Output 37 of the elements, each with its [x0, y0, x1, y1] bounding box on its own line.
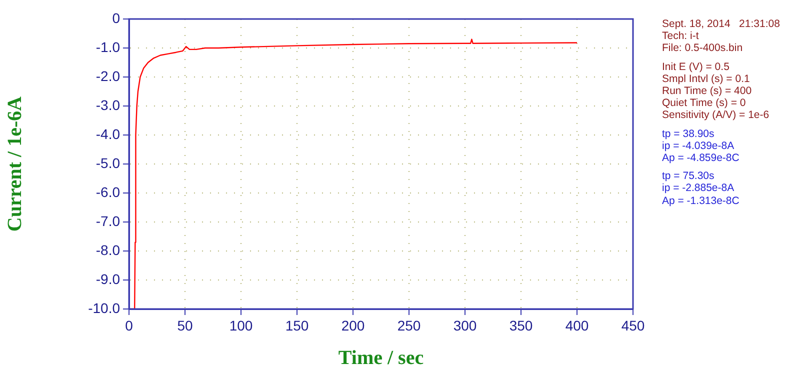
x-tick-label: 400 — [565, 317, 589, 334]
y-tick-label: -1.0 — [96, 38, 120, 55]
x-tick-label: 200 — [341, 317, 365, 334]
x-tick-label: 300 — [453, 317, 477, 334]
y-tick-label: -3.0 — [96, 96, 120, 113]
text: Tech: i-t — [662, 30, 700, 42]
x-tick-label: 350 — [509, 317, 533, 334]
text: Quiet Time (s) = 0 — [662, 97, 747, 110]
x-tick-label: 450 — [621, 317, 645, 334]
text: Run Time (s) = 400 — [662, 85, 753, 98]
text: ip = -2.885e-8A — [662, 182, 736, 195]
text: ip = -4.039e-8A — [662, 140, 736, 152]
text: tp = 75.30s — [662, 170, 716, 182]
text: tp = 38.90s — [662, 128, 716, 140]
y-axis-title: Current / 1e-6A — [4, 96, 26, 232]
x-tick-label: 100 — [229, 317, 253, 334]
y-tick-label: -8.0 — [96, 242, 120, 258]
text: Init E (V) = 0.5 — [662, 60, 730, 73]
y-tick-label: -2.0 — [96, 68, 120, 84]
y-tick-label: -6.0 — [96, 184, 120, 200]
text: Smpl Intvl (s) = 0.1 — [662, 72, 751, 86]
text: Ap = -4.859e-8C — [662, 152, 740, 164]
text: Sensitivity (A/V) = 1e-6 — [662, 109, 770, 122]
text: File: 0.5-400s.bin — [662, 42, 744, 55]
x-axis-title: Time / sec — [338, 347, 424, 370]
x-tick-label: 150 — [285, 317, 309, 334]
y-tick-label: -4.0 — [96, 126, 120, 142]
x-tick-label: 250 — [397, 317, 421, 334]
x-tick-label: 50 — [177, 317, 193, 334]
x-tick-label: 0 — [125, 317, 134, 334]
y-tick-label: -7.0 — [96, 212, 120, 229]
text: Sept. 18, 2014 21:31:08 — [662, 18, 780, 30]
y-tick-label: 0 — [112, 10, 120, 26]
text: Ap = -1.313e-8C — [662, 194, 740, 207]
y-tick-label: -10.0 — [88, 300, 120, 316]
y-tick-label: -5.0 — [96, 154, 120, 171]
y-tick-label: -9.0 — [96, 270, 120, 287]
